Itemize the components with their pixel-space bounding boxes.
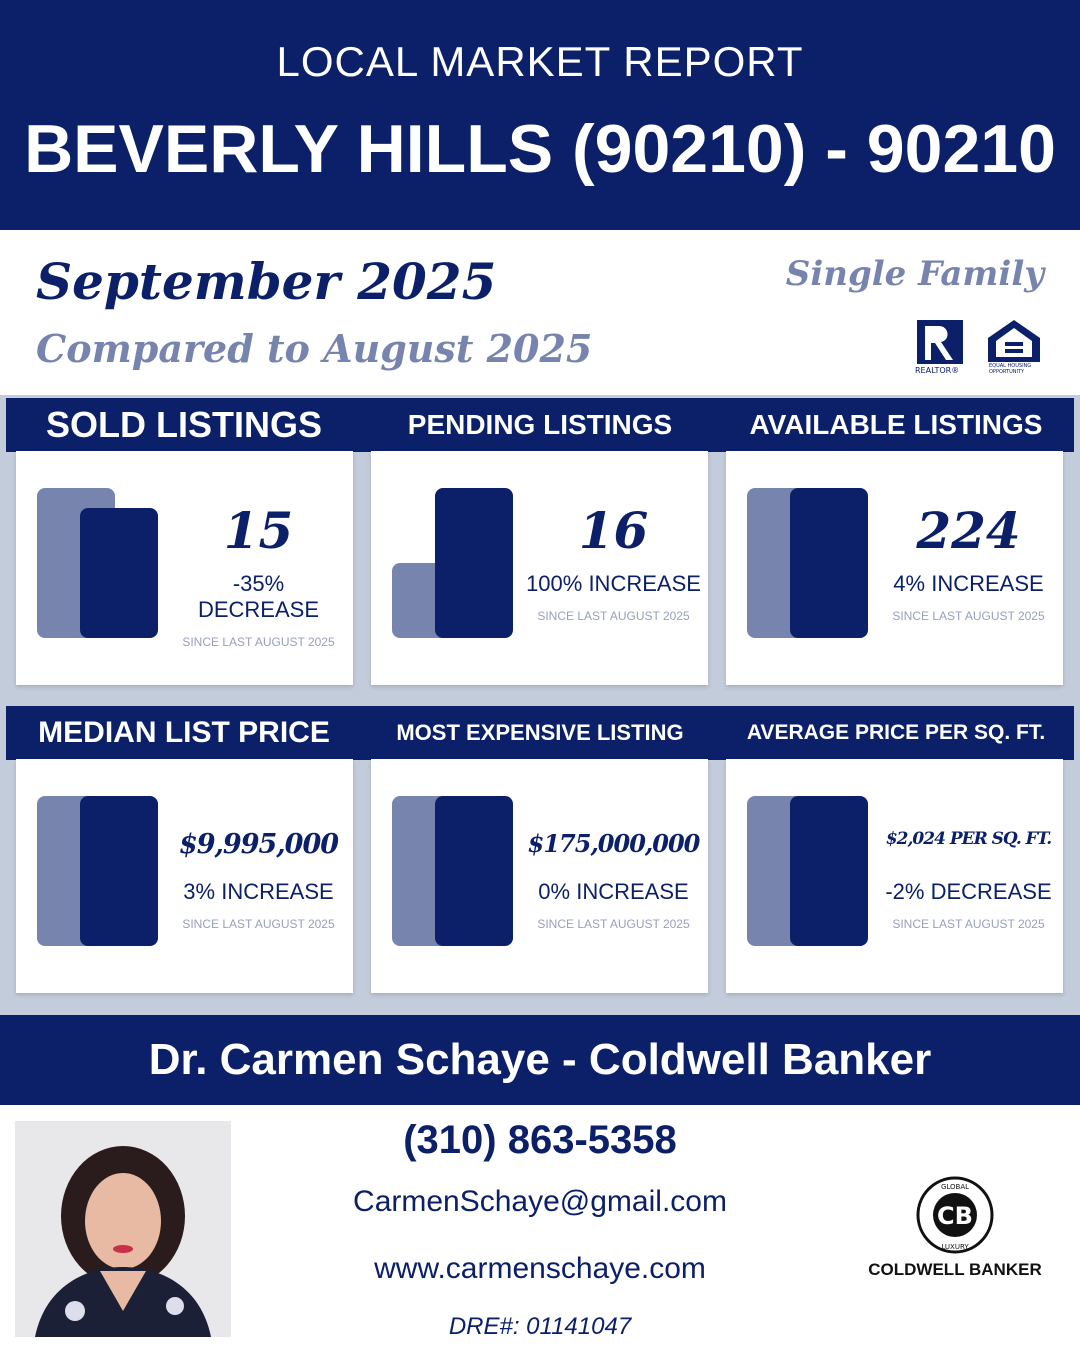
agent-email[interactable]: CarmenSchaye@gmail.com <box>353 1185 727 1218</box>
agent-dre: DRE#: 01141047 <box>448 1313 632 1340</box>
agent-banner: Dr. Carmen Schaye - Coldwell Banker <box>0 1015 1080 1105</box>
row2-headings: MEDIAN LIST PRICE MOST EXPENSIVE LISTING… <box>6 706 1074 760</box>
heading-price-sqft: AVERAGE PRICE PER SQ. FT. <box>746 721 1046 744</box>
stat-since: SINCE LAST AUGUST 2025 <box>537 917 690 931</box>
stat-change: -2% DECREASE <box>885 879 1052 904</box>
stat-change: 0% INCREASE <box>538 879 689 904</box>
report-month: September 2025 <box>36 252 497 311</box>
stat-value: $175,000,000 <box>527 829 701 858</box>
agent-photo <box>15 1121 231 1337</box>
brand-name: COLDWELL BANKER <box>868 1260 1042 1279</box>
heading-sold: SOLD LISTINGS <box>45 404 322 445</box>
card-available: 224 4% INCREASE SINCE LAST AUGUST 2025 <box>726 451 1063 685</box>
stat-change: 100% INCREASE <box>526 571 701 596</box>
stat-value: $2,024 PER SQ. FT. <box>885 829 1052 849</box>
report-title: BEVERLY HILLS (90210) - 90210 <box>24 111 1056 187</box>
agent-phone[interactable]: (310) 863-5358 <box>403 1118 677 1162</box>
card-most-expensive: $175,000,000 0% INCREASE SINCE LAST AUGUST… <box>371 759 708 993</box>
card-price-sqft: $2,024 PER SQ. FT. -2% DECREASE SINCE LAST… <box>726 759 1063 993</box>
current-bar <box>80 508 158 638</box>
report-subtitle: LOCAL MARKET REPORT <box>276 38 804 85</box>
svg-text:GLOBAL: GLOBAL <box>941 1183 969 1191</box>
svg-text:EQUAL HOUSING: EQUAL HOUSING <box>989 363 1031 369</box>
header-banner: LOCAL MARKET REPORT BEVERLY HILLS (90210… <box>0 0 1080 230</box>
current-bar <box>435 796 513 946</box>
card-sold: 15 -35% DECREASE SINCE LAST AUGUST 2025 <box>16 451 353 685</box>
stat-since: SINCE LAST AUGUST 2025 <box>182 635 335 649</box>
card-pending: 16 100% INCREASE SINCE LAST AUGUST 2025 <box>371 451 708 685</box>
stat-change: 3% INCREASE <box>183 879 334 904</box>
current-bar <box>790 796 868 946</box>
stat-change: 4% INCREASE <box>893 571 1044 596</box>
coldwell-banker-logo: CB GLOBAL LUXURY COLDWELL BANKER <box>860 1175 1050 1280</box>
stat-since: SINCE LAST AUGUST 2025 <box>537 609 690 623</box>
property-type: Single Family <box>785 254 1044 294</box>
card-median: $9,995,000 3% INCREASE SINCE LAST AUGUST 2… <box>16 759 353 993</box>
agent-website[interactable]: www.carmenschaye.com <box>374 1252 706 1285</box>
stat-value: 16 <box>578 501 649 560</box>
heading-pending: PENDING LISTINGS <box>407 409 673 440</box>
realtor-logo-icon: REALTOR® <box>915 320 963 374</box>
stat-value: 15 <box>223 501 294 560</box>
current-bar <box>80 796 158 946</box>
svg-text:OPPORTUNITY: OPPORTUNITY <box>989 369 1025 374</box>
current-bar <box>790 488 868 638</box>
stat-value: 224 <box>916 501 1021 560</box>
stat-since: SINCE LAST AUGUST 2025 <box>182 917 335 931</box>
cb-global-luxury-icon: CB GLOBAL LUXURY <box>916 1176 994 1254</box>
row1-headings: SOLD LISTINGS PENDING LISTINGS AVAILABLE… <box>6 398 1074 452</box>
heading-available: AVAILABLE LISTINGS <box>749 409 1043 440</box>
svg-text:CB: CB <box>937 1202 973 1230</box>
heading-median: MEDIAN LIST PRICE <box>38 716 330 749</box>
comparison-period: Compared to August 2025 <box>36 326 593 371</box>
stat-since: SINCE LAST AUGUST 2025 <box>892 609 1045 623</box>
stat-value: $9,995,000 <box>178 829 339 860</box>
stats-grid: SOLD LISTINGS PENDING LISTINGS AVAILABLE… <box>0 395 1080 1015</box>
svg-text:REALTOR®: REALTOR® <box>915 366 959 374</box>
stat-change: -35% DECREASE <box>197 571 320 622</box>
heading-most-expensive: MOST EXPENSIVE LISTING <box>396 720 684 745</box>
stat-since: SINCE LAST AUGUST 2025 <box>892 917 1045 931</box>
current-bar <box>435 488 513 638</box>
svg-text:LUXURY: LUXURY <box>941 1243 969 1251</box>
